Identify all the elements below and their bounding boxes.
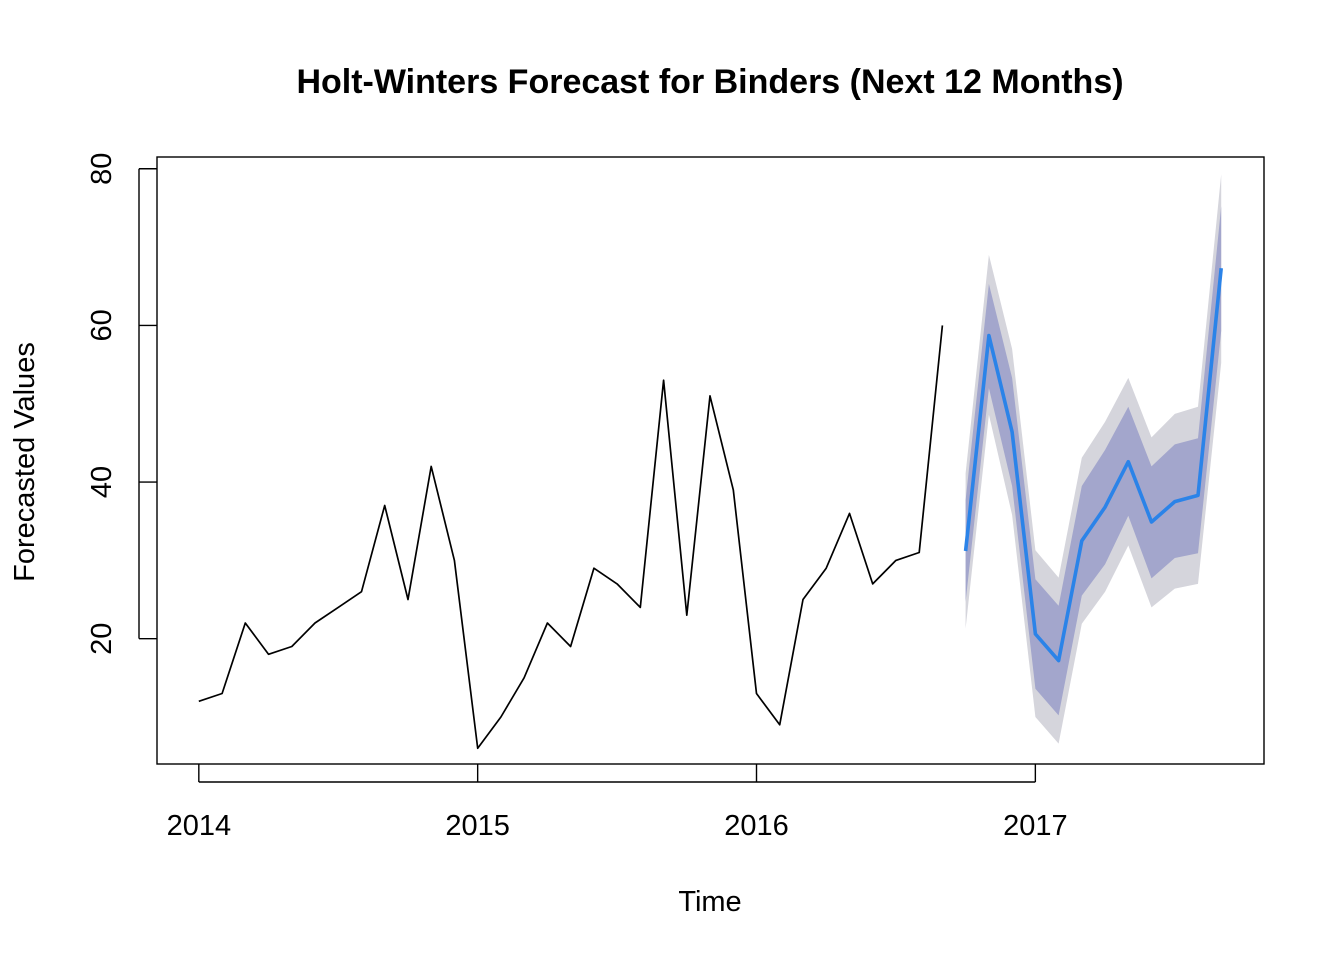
x-axis: 2014 2015 2016 2017: [167, 764, 1068, 842]
series-layer: [198, 268, 1223, 750]
y-tick-label: 80: [86, 153, 118, 185]
x-axis-title: Time: [678, 886, 741, 918]
y-tick-label: 60: [86, 309, 118, 341]
x-tick-label: 2016: [724, 810, 789, 842]
observed-series-line: [198, 325, 944, 750]
forecast-series-line: [963, 268, 1223, 663]
x-tick-label: 2017: [1003, 810, 1068, 842]
y-axis: 20 40 60 80: [86, 153, 157, 655]
y-tick-label: 40: [86, 466, 118, 498]
x-tick-label: 2015: [445, 810, 510, 842]
plot-frame: [156, 156, 1265, 765]
prediction-intervals: [965, 174, 1222, 744]
y-tick-label: 20: [86, 623, 118, 655]
y-axis-title: Forecasted Values: [9, 342, 41, 582]
chart-title: Holt-Winters Forecast for Binders (Next …: [296, 63, 1123, 101]
x-tick-label: 2014: [167, 810, 232, 842]
